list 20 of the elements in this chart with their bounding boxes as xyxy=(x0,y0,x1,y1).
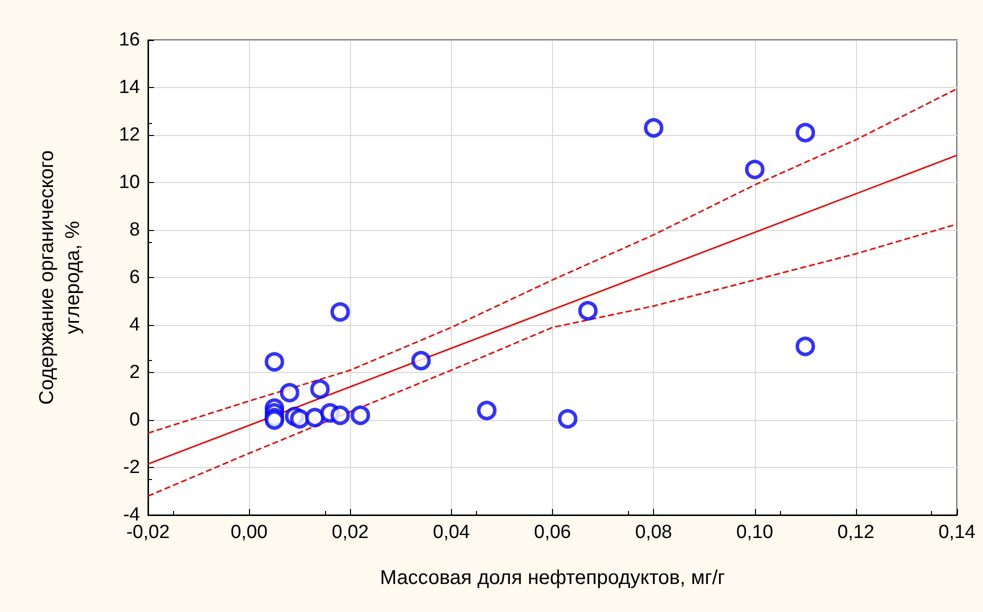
x-tick-label: 0,04 xyxy=(432,522,470,543)
y-tick-label: 14 xyxy=(118,77,140,98)
y-tick-label: 0 xyxy=(129,410,140,430)
x-tick-label: 0,10 xyxy=(736,522,774,543)
x-tick-label: 0,02 xyxy=(332,522,369,543)
x-axis-title: Массовая доля нефтепродуктов, мг/г xyxy=(380,567,725,589)
x-tick-label: 0,08 xyxy=(635,522,672,543)
y-tick-label: 10 xyxy=(118,172,140,193)
x-tick-label: 0,12 xyxy=(837,522,874,543)
y-tick-label: 16 xyxy=(118,30,140,50)
x-tick-label: 0,14 xyxy=(938,522,976,543)
y-tick-label: 4 xyxy=(129,314,140,336)
x-tick-label: 0,06 xyxy=(534,522,571,543)
y-tick-label: 12 xyxy=(118,124,140,146)
y-tick-label: 6 xyxy=(129,267,140,288)
y-axis-title: Содержание органического углерода, % xyxy=(36,150,84,405)
y-tick-label: 2 xyxy=(129,362,140,383)
x-tick-label: 0,00 xyxy=(230,522,268,543)
y-tick-label: 8 xyxy=(129,220,140,240)
y-tick-label: -2 xyxy=(123,457,140,478)
